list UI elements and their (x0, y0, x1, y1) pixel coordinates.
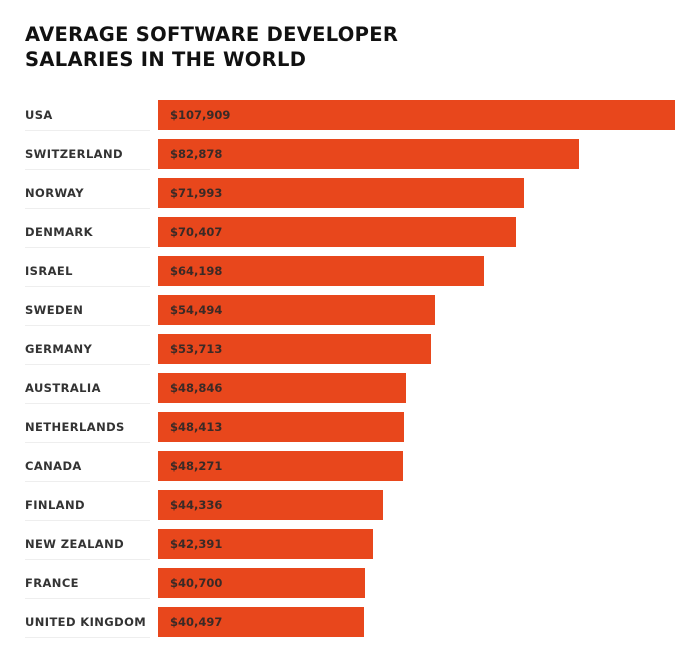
data-label: $53,713 (170, 342, 223, 356)
bar-row: GERMANY $53,713 (0, 334, 700, 365)
data-label: $71,993 (170, 186, 223, 200)
bar-row: UNITED KINGDOM $40,497 (0, 607, 700, 638)
title-line-1: AVERAGE SOFTWARE DEVELOPER (25, 23, 399, 46)
bar-track: $40,700 (158, 568, 675, 598)
data-label: $70,407 (170, 225, 223, 239)
data-label: $42,391 (170, 537, 223, 551)
bar-row: FRANCE $40,700 (0, 568, 700, 599)
bar (158, 373, 407, 403)
data-label: $82,878 (170, 147, 223, 161)
category-label: AUSTRALIA (25, 373, 150, 404)
category-label: UNITED KINGDOM (25, 607, 150, 638)
bar-track: $82,878 (158, 139, 675, 169)
bar-track: $70,407 (158, 217, 675, 247)
data-label: $40,700 (170, 576, 223, 590)
bar-row: NEW ZEALAND $42,391 (0, 529, 700, 560)
bar-track: $48,846 (158, 373, 675, 403)
data-label: $54,494 (170, 303, 223, 317)
bar-track: $64,198 (158, 256, 675, 286)
data-label: $48,846 (170, 381, 223, 395)
bar (158, 334, 431, 364)
bar-track: $44,336 (158, 490, 675, 520)
data-label: $107,909 (170, 108, 231, 122)
bar (158, 490, 384, 520)
bar-row: SWITZERLAND $82,878 (0, 139, 700, 170)
category-label: SWITZERLAND (25, 139, 150, 170)
bar (158, 451, 404, 481)
bar-track: $40,497 (158, 607, 675, 637)
bar-row: SWEDEN $54,494 (0, 295, 700, 326)
bar-track: $42,391 (158, 529, 675, 559)
bar (158, 178, 524, 208)
bar-row: NETHERLANDS $48,413 (0, 412, 700, 443)
category-label: FRANCE (25, 568, 150, 599)
data-label: $64,198 (170, 264, 223, 278)
category-label: ISRAEL (25, 256, 150, 287)
title-line-2: SALARIES IN THE WORLD (25, 48, 307, 71)
bar (158, 256, 485, 286)
bar-track: $48,271 (158, 451, 675, 481)
bar (158, 568, 365, 598)
bar (158, 295, 435, 325)
category-label: NORWAY (25, 178, 150, 209)
data-label: $48,271 (170, 459, 223, 473)
bar-row: NORWAY $71,993 (0, 178, 700, 209)
bar (158, 607, 364, 637)
category-label: CANADA (25, 451, 150, 482)
bar-row: AUSTRALIA $48,846 (0, 373, 700, 404)
category-label: DENMARK (25, 217, 150, 248)
bar-track: $107,909 (158, 100, 675, 130)
category-label: GERMANY (25, 334, 150, 365)
data-label: $40,497 (170, 615, 223, 629)
bar-track: $53,713 (158, 334, 675, 364)
data-label: $48,413 (170, 420, 223, 434)
category-label: FINLAND (25, 490, 150, 521)
category-label: NETHERLANDS (25, 412, 150, 443)
bar (158, 100, 675, 130)
category-label: SWEDEN (25, 295, 150, 326)
bar-row: ISRAEL $64,198 (0, 256, 700, 287)
bar (158, 529, 374, 559)
bar-track: $48,413 (158, 412, 675, 442)
bar-row: CANADA $48,271 (0, 451, 700, 482)
bar (158, 412, 404, 442)
bar (158, 139, 579, 169)
bar-track: $54,494 (158, 295, 675, 325)
bar-row: USA $107,909 (0, 100, 700, 131)
bar-track: $71,993 (158, 178, 675, 208)
data-label: $44,336 (170, 498, 223, 512)
category-label: NEW ZEALAND (25, 529, 150, 560)
bar-row: DENMARK $70,407 (0, 217, 700, 248)
chart-title: AVERAGE SOFTWARE DEVELOPER SALARIES IN T… (25, 22, 398, 72)
bar (158, 217, 516, 247)
category-label: USA (25, 100, 150, 131)
bar-row: FINLAND $44,336 (0, 490, 700, 521)
